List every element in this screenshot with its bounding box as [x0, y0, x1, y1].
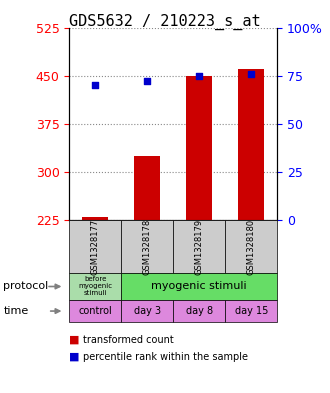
Point [93, 82, 98, 88]
Text: GSM1328179: GSM1328179 [195, 219, 204, 275]
Text: protocol: protocol [3, 281, 49, 292]
Text: percentile rank within the sample: percentile rank within the sample [83, 352, 248, 362]
Text: day 15: day 15 [235, 306, 268, 316]
Text: GDS5632 / 210223_s_at: GDS5632 / 210223_s_at [69, 14, 261, 30]
Text: ■: ■ [69, 352, 80, 362]
Point [248, 71, 254, 77]
Text: time: time [3, 306, 29, 316]
Text: GSM1328180: GSM1328180 [247, 219, 256, 275]
Point [145, 78, 150, 84]
Text: day 8: day 8 [186, 306, 213, 316]
Bar [134, 156, 160, 220]
Text: myogenic stimuli: myogenic stimuli [151, 281, 247, 292]
Text: control: control [79, 306, 112, 316]
Bar [186, 75, 212, 220]
Text: before
myogenic
stimuli: before myogenic stimuli [78, 277, 112, 296]
Text: GSM1328178: GSM1328178 [143, 219, 152, 275]
Text: day 3: day 3 [134, 306, 161, 316]
Point [197, 72, 202, 79]
Bar [82, 217, 108, 220]
Bar [238, 69, 264, 220]
Text: GSM1328177: GSM1328177 [91, 219, 100, 275]
Text: transformed count: transformed count [83, 335, 174, 345]
Text: ■: ■ [69, 335, 80, 345]
